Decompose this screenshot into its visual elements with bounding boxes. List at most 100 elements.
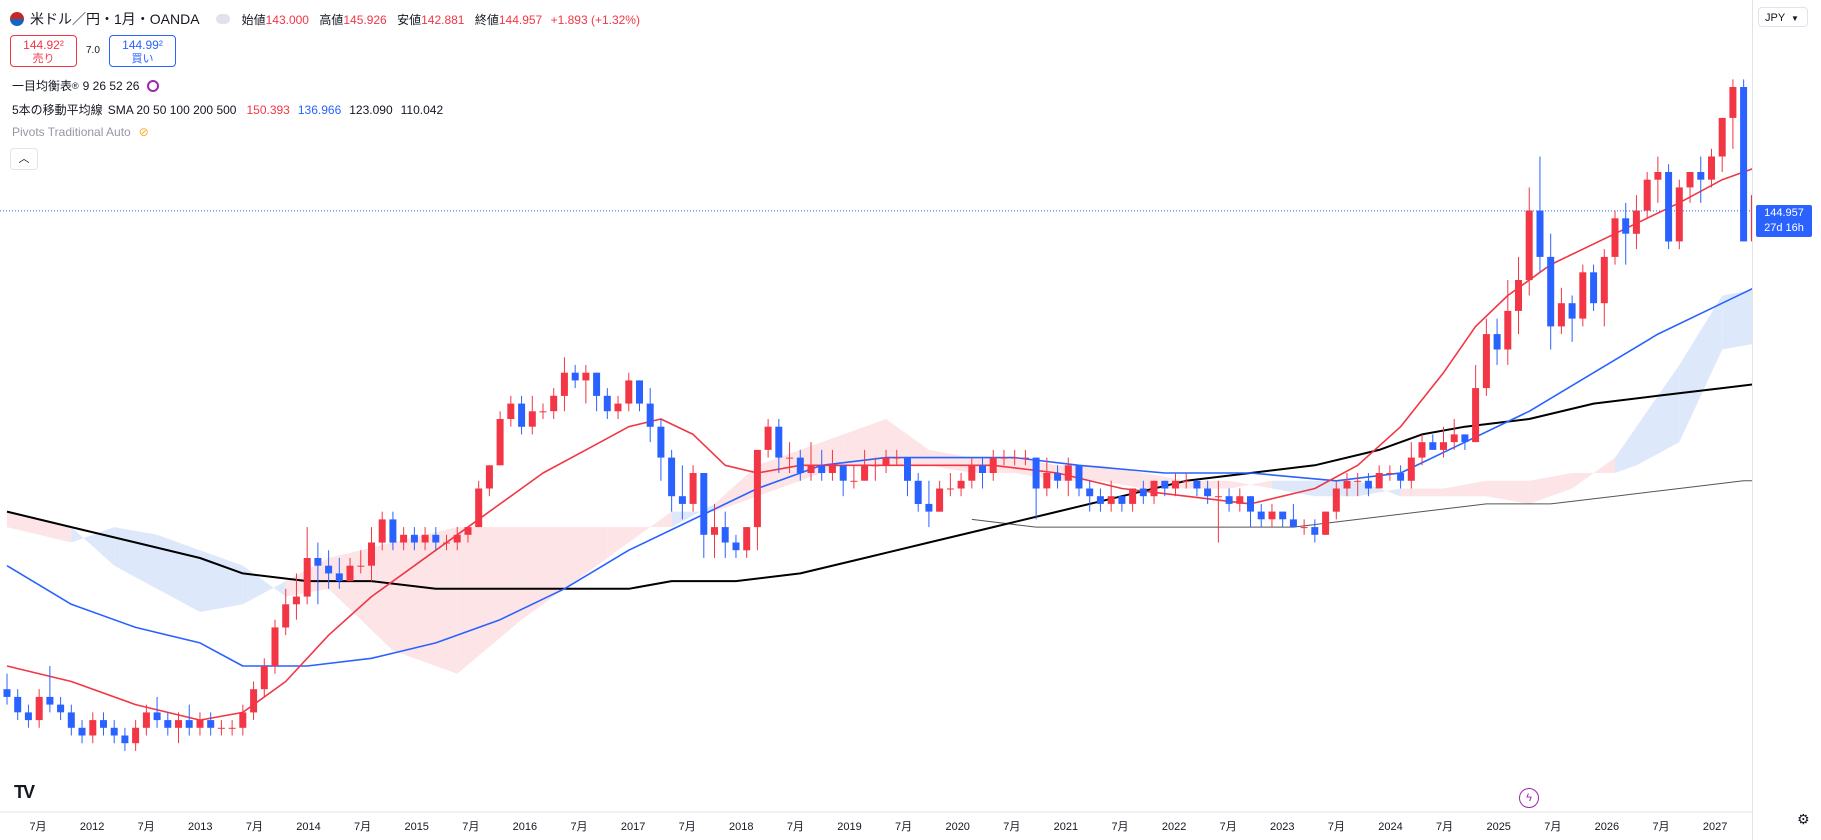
candle-body: [1632, 210, 1640, 234]
candle-body: [1354, 480, 1362, 482]
buy-button[interactable]: 144.99² 買い: [109, 35, 176, 67]
candle-body: [1225, 496, 1233, 504]
high-value: 145.926: [343, 12, 387, 27]
candle-body: [443, 542, 450, 544]
currency-button[interactable]: JPY ▼: [1758, 7, 1808, 27]
candle-body: [1172, 480, 1179, 489]
candle-body: [721, 527, 729, 543]
time-tick-label: 2018: [729, 821, 753, 833]
candle-body: [828, 465, 836, 473]
candle-body: [314, 558, 322, 566]
candle-body: [1407, 457, 1415, 481]
time-tick-label: 7月: [787, 821, 804, 833]
sma-legend[interactable]: 5本の移動平均線 SMA 20 50 100 200 500 150.393 1…: [12, 101, 443, 118]
ichimoku-cloud-segment: [928, 449, 972, 474]
hidden-eye-icon[interactable]: ⊘: [138, 125, 149, 139]
candle-body: [968, 465, 976, 481]
candle-body: [1043, 473, 1051, 489]
candle-body: [78, 727, 86, 736]
candle-body: [1697, 172, 1705, 180]
candle-body: [979, 465, 986, 473]
time-tick-label: 7月: [1652, 821, 1669, 833]
candle-body: [1515, 280, 1522, 311]
tradingview-logo[interactable]: TV: [14, 782, 35, 802]
candle-body: [24, 712, 32, 721]
ichimoku-cloud-segment: [1229, 480, 1272, 489]
symbol-title[interactable]: 米ドル／円・1月・OANDA: [30, 11, 200, 27]
ichimoku-cloud-segment: [1400, 488, 1444, 497]
gear-icon[interactable]: ⚙: [1797, 811, 1810, 827]
candle-body: [946, 488, 954, 490]
candle-body: [518, 403, 526, 427]
ichimoku-cloud-segment: [242, 565, 286, 605]
candle-body: [1096, 496, 1104, 504]
time-tick-label: 2025: [1486, 821, 1510, 833]
candle-body: [185, 720, 193, 728]
minimize-icon[interactable]: [215, 14, 230, 24]
time-tick-label: 2013: [188, 821, 212, 833]
lightning-icon[interactable]: ϟ: [1519, 788, 1539, 808]
candle-body: [1311, 527, 1319, 535]
candle-body: [550, 395, 558, 412]
ichimoku-params: 9 26 52 26: [82, 78, 140, 93]
candle-body: [839, 465, 847, 481]
candle-body: [1000, 457, 1008, 459]
candle-body: [1708, 156, 1715, 180]
candle-body: [1075, 465, 1083, 489]
candle-body: [614, 403, 622, 412]
time-tick-label: 7月: [1220, 821, 1237, 833]
time-tick-label: 2015: [404, 821, 428, 833]
candle-body: [1021, 457, 1029, 459]
candle-body: [1364, 480, 1372, 489]
candle-body: [593, 372, 601, 396]
candle-body: [421, 534, 429, 543]
candle-body: [1064, 465, 1072, 481]
ichimoku-cloud-segment: [1615, 426, 1637, 474]
candle-body: [1643, 179, 1651, 211]
time-tick-label: 7月: [354, 821, 371, 833]
candle-body: [239, 712, 247, 728]
candle-body: [1386, 473, 1394, 474]
candle-body: [142, 712, 150, 728]
time-tick-label: 2016: [513, 821, 537, 833]
ichimoku-cloud-segment: [607, 511, 672, 558]
candle-body: [1568, 303, 1576, 319]
buy-price: 144.99²: [122, 38, 163, 52]
sell-button[interactable]: 144.92² 売り: [10, 35, 77, 67]
candle-body: [625, 380, 633, 404]
low-label: 安値: [397, 12, 422, 27]
candle-body: [1193, 480, 1201, 489]
pivots-legend[interactable]: Pivots Traditional Auto ⊘: [12, 125, 149, 139]
candle-body: [700, 473, 708, 535]
candle-body: [1247, 496, 1254, 512]
candle-body: [250, 689, 258, 713]
candle-body: [732, 542, 740, 551]
ichimoku-cloud-segment: [714, 465, 758, 512]
time-tick-label: 2023: [1270, 821, 1294, 833]
candle-body: [1740, 87, 1748, 242]
collapse-legend-button[interactable]: ︿: [10, 148, 38, 170]
ichimoku-cloud-segment: [1486, 480, 1530, 504]
info-icon: ®: [72, 80, 79, 91]
time-tick-label: 7月: [895, 821, 912, 833]
open-label: 始値: [241, 12, 266, 27]
symbol-header[interactable]: 米ドル／円・1月・OANDA 始値143.000 高値145.926 安値142…: [10, 9, 640, 29]
candle-body: [904, 457, 911, 481]
current-price: 144.957: [1764, 207, 1804, 219]
candle-body: [871, 465, 879, 467]
candle-body: [818, 465, 826, 473]
time-tick-label: 2012: [80, 821, 104, 833]
candle-body: [1257, 511, 1265, 520]
candle-body: [1086, 488, 1094, 497]
candle-body: [1482, 334, 1490, 389]
candle-body: [850, 480, 858, 482]
time-tick-label: 2020: [945, 821, 969, 833]
candle-body: [432, 534, 440, 543]
sma200-value: 110.042: [400, 102, 444, 117]
sma50-value: 136.966: [297, 102, 342, 117]
price-axis[interactable]: [1752, 0, 1821, 840]
candle-body: [689, 473, 697, 504]
spread-value: 7.0: [86, 45, 100, 56]
ichimoku-legend[interactable]: 一目均衡表 ® 9 26 52 26: [12, 77, 160, 94]
